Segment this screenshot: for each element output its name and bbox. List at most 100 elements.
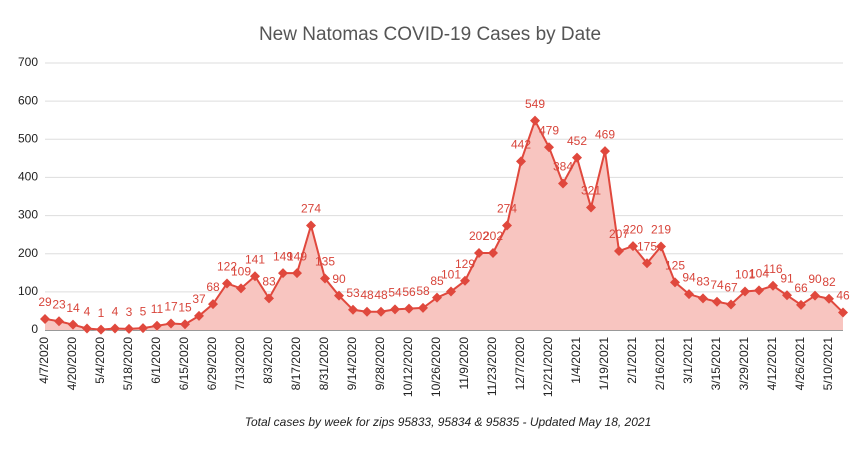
marker — [600, 146, 610, 157]
x-tick-label: 10/26/2020 — [429, 337, 443, 397]
marker — [698, 293, 708, 304]
value-label: 66 — [794, 281, 808, 295]
value-label: 53 — [346, 286, 360, 300]
x-tick-label: 3/1/2021 — [681, 337, 695, 384]
value-label: 85 — [430, 274, 444, 288]
value-label: 37 — [192, 292, 206, 306]
marker — [740, 286, 750, 297]
value-label: 274 — [497, 202, 517, 216]
marker — [754, 285, 764, 296]
marker — [320, 273, 330, 284]
value-label: 469 — [595, 127, 615, 141]
value-label: 90 — [332, 272, 346, 286]
y-tick-label: 700 — [18, 55, 38, 69]
x-tick-label: 5/10/2021 — [821, 337, 835, 391]
x-tick-label: 11/9/2020 — [457, 337, 471, 390]
marker — [40, 313, 50, 324]
line — [44, 118, 844, 331]
marker — [432, 292, 442, 303]
chart-caption: Total cases by week for zips 95833, 9583… — [245, 415, 652, 429]
value-label: 141 — [245, 252, 265, 266]
x-tick-label: 9/14/2020 — [345, 337, 359, 391]
value-label: 5 — [140, 304, 147, 318]
x-tick-label: 1/4/2021 — [569, 337, 583, 384]
value-label: 23 — [52, 297, 66, 311]
marker — [628, 241, 638, 252]
marker — [838, 307, 848, 318]
y-tick-label: 100 — [18, 284, 38, 298]
value-label: 48 — [360, 288, 374, 302]
marker — [54, 316, 64, 327]
value-label: 94 — [682, 270, 696, 284]
marker — [194, 310, 204, 321]
marker — [516, 156, 526, 167]
value-label: 321 — [581, 184, 601, 198]
value-label: 101 — [735, 268, 755, 282]
value-label: 202 — [483, 229, 503, 243]
value-label: 90 — [808, 272, 822, 286]
value-label: 46 — [836, 289, 850, 303]
marker — [334, 290, 344, 301]
value-label: 101 — [441, 268, 461, 282]
value-label: 384 — [553, 160, 573, 174]
value-label: 4 — [84, 305, 91, 319]
marker — [810, 290, 820, 301]
marker — [82, 323, 92, 334]
marker — [306, 220, 316, 231]
value-label: 83 — [262, 275, 276, 289]
marker — [166, 318, 176, 329]
x-tick-label: 7/13/2020 — [233, 337, 247, 391]
marker — [404, 303, 414, 314]
value-label: 109 — [231, 265, 251, 279]
marker — [236, 283, 246, 294]
chart-title: New Natomas COVID-19 Cases by Date — [259, 24, 601, 45]
x-tick-label: 3/15/2021 — [709, 337, 723, 391]
x-tick-label: 5/4/2020 — [93, 337, 107, 384]
value-label: 56 — [402, 285, 416, 299]
marker — [768, 280, 778, 291]
x-tick-label: 4/26/2021 — [793, 337, 807, 391]
marker — [670, 277, 680, 288]
value-label: 125 — [665, 258, 685, 272]
y-tick-label: 600 — [18, 93, 38, 107]
x-tick-label: 8/17/2020 — [289, 337, 303, 391]
y-tick-label: 500 — [18, 131, 38, 145]
value-label: 442 — [511, 138, 531, 152]
value-label: 122 — [217, 260, 237, 274]
x-tick-label: 6/1/2020 — [149, 337, 163, 384]
value-label: 219 — [651, 223, 671, 237]
x-tick-label: 2/1/2021 — [625, 337, 639, 384]
value-label: 74 — [710, 278, 724, 292]
marker — [264, 293, 274, 304]
marker — [138, 323, 148, 334]
value-label: 82 — [822, 275, 836, 289]
marker — [586, 202, 596, 213]
marker — [684, 289, 694, 300]
marker — [544, 142, 554, 153]
value-label: 116 — [763, 262, 782, 276]
marker — [460, 275, 470, 286]
value-label: 29 — [38, 295, 52, 309]
value-label: 175 — [637, 239, 657, 253]
value-label: 129 — [455, 257, 475, 271]
value-label: 220 — [623, 222, 643, 236]
marker — [222, 278, 232, 289]
marker — [446, 286, 456, 297]
x-tick-label: 10/12/2020 — [401, 337, 415, 397]
x-tick-label: 8/31/2020 — [317, 337, 331, 391]
value-label: 4 — [112, 305, 119, 319]
x-tick-label: 4/7/2020 — [37, 337, 51, 384]
x-tick-label: 12/7/2020 — [513, 337, 527, 391]
value-label: 207 — [609, 227, 629, 241]
value-label: 274 — [301, 202, 321, 216]
value-label: 104 — [749, 267, 769, 281]
marker — [614, 246, 624, 257]
marker — [208, 299, 218, 310]
value-label: 54 — [388, 286, 402, 300]
marker — [572, 152, 582, 163]
x-tick-label: 4/20/2020 — [65, 337, 79, 391]
marker — [726, 299, 736, 310]
marker — [110, 323, 120, 334]
value-label: 1 — [98, 306, 105, 320]
marker — [124, 323, 134, 334]
